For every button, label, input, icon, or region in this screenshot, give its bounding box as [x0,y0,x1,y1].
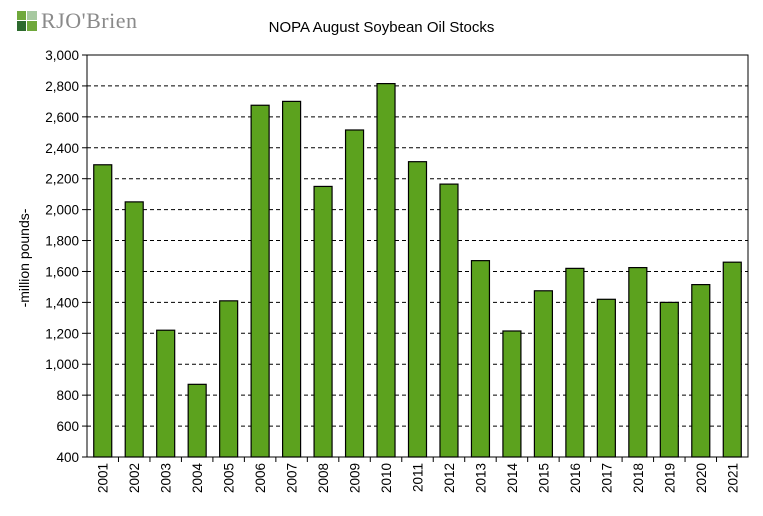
logo-text: RJO'Brien [41,8,138,33]
bar-2017 [596,298,616,458]
y-tick-label: 1,400 [45,295,79,310]
y-tick-label: 2,400 [45,141,79,156]
y-tick-label: 1,200 [45,326,79,341]
y-tick-label: 1,000 [45,357,79,372]
bar-2005 [219,300,239,458]
bar-2015 [533,290,554,458]
bar-2020 [691,284,711,458]
x-tick-label: 2007 [285,463,300,493]
x-tick-label: 2001 [96,463,111,493]
logo-square-3 [17,21,26,31]
logo-square-4 [27,21,37,31]
y-tick-label: 1,600 [45,264,79,279]
bar-2011 [407,161,428,458]
bars [93,83,742,458]
logo-square-2 [27,11,37,20]
x-tick-label: 2019 [662,463,677,493]
x-tick-label: 2013 [473,463,488,493]
logo-mark-icon [16,10,38,32]
x-tick-label: 2010 [379,463,394,493]
bar-2013 [470,260,491,458]
y-tick-label: 2,800 [45,79,79,94]
x-tick-label: 2015 [536,463,551,493]
bar-2008 [313,185,333,458]
x-tick-label: 2016 [568,463,583,493]
rjobrien-logo: RJO'Brien [16,8,137,34]
y-tick-label: 400 [56,450,79,465]
x-tick-label: 2004 [190,463,205,494]
x-tick-label: 2017 [599,463,614,493]
bar-2016 [565,267,585,458]
logo-square-1 [17,11,26,20]
y-tick-label: 3,000 [45,48,79,63]
x-tick-labels: 2001 2002 2003 2004 2005 2006 2007 2008 2009 2010… [96,457,740,494]
x-tick-label: 2002 [127,463,142,493]
y-tick-labels: 400 600 800 1,000 1,200 1,400 1,600 1,800 2,000 2… [45,48,87,465]
x-tick-label: 2021 [725,463,740,493]
y-tick-label: 2,600 [45,110,79,125]
y-tick-label: 2,000 [45,203,79,218]
bar-2009 [344,129,365,458]
bar-2019 [659,301,679,458]
x-tick-label: 2003 [159,463,174,493]
y-axis-label: -million pounds- [16,208,32,307]
x-tick-label: 2008 [316,463,331,493]
x-tick-label: 2018 [631,463,646,493]
chart-title: NOPA August Soybean Oil Stocks [268,19,495,36]
bar-2006 [250,104,270,458]
x-tick-label: 2005 [222,463,237,493]
y-tick-label: 800 [56,388,79,403]
bar-2012 [439,183,459,458]
x-tick-label: 2006 [253,463,268,493]
bar-2001 [93,164,113,458]
x-tick-label: 2012 [442,463,457,493]
axes [86,54,749,458]
y-tick-label: 2,200 [45,172,79,187]
bar-2004 [187,383,207,458]
y-tick-label: 1,800 [45,234,79,249]
bar-2003 [156,329,176,458]
bar-2014 [502,330,522,458]
x-tick-label: 2009 [348,463,363,493]
y-tick-label: 600 [56,419,79,434]
x-tick-label: 2011 [411,463,426,492]
x-tick-label: 2014 [505,463,520,494]
bar-2007 [281,100,302,458]
bar-2021 [722,261,742,458]
bar-2010 [376,83,396,458]
x-tick-label: 2020 [694,463,709,493]
bar-2018 [628,266,648,458]
bar-2002 [124,201,144,458]
plot-frame [86,54,749,458]
